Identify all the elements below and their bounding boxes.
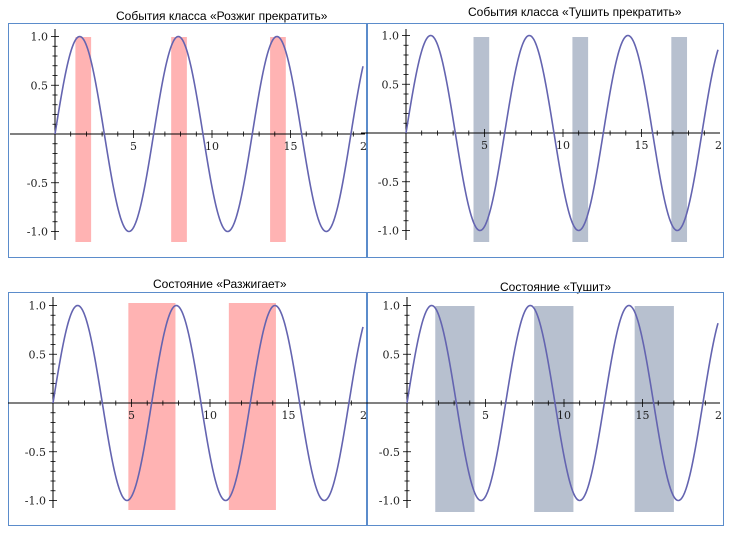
chart-1-y-tick-label: -0.5	[27, 177, 48, 190]
chart-1-y-tick-label: 0.5	[31, 79, 49, 92]
chart-3-x-tick-label: 10	[203, 409, 217, 422]
chart-3-band-1	[128, 303, 175, 510]
chart-2-x-tick-label: 15	[635, 139, 649, 152]
chart-2-y-tick-label: 1.0	[382, 30, 400, 43]
chart-3-y-tick-label: -1.0	[25, 495, 46, 508]
chart-4-y-tick-label: 1.0	[383, 300, 401, 313]
chart-1-x-tick-label: 2	[360, 140, 367, 153]
chart-3-x-tick-label: 15	[282, 409, 296, 422]
chart-4-y-tick-label: -1.0	[379, 495, 400, 508]
chart-1-x-tick-label: 10	[205, 140, 219, 153]
chart-2-y-tick-label: -0.5	[378, 176, 399, 189]
chart-2-y-tick-label: -1.0	[378, 225, 399, 238]
chart-2-band-3	[671, 37, 687, 242]
chart-3-x-tick-label: 5	[128, 409, 135, 422]
chart-1-band-1	[75, 37, 91, 242]
chart-4-x-tick-label: 2	[715, 409, 722, 422]
chart-1-band-2	[171, 37, 187, 242]
chart-3-y-tick-label: 1.0	[29, 300, 47, 313]
chart-4-y-tick-label: 0.5	[383, 348, 401, 361]
chart-3-y-tick-label: -0.5	[25, 446, 46, 459]
chart-2-x-tick-label: 2	[715, 139, 722, 152]
chart-3-x-tick-label: 2	[360, 409, 367, 422]
chart-3-y-tick-label: 0.5	[29, 348, 47, 361]
chart-2-band-2	[572, 37, 588, 242]
chart-4-x-tick-label: 15	[636, 409, 650, 422]
chart-1-y-tick-label: 1.0	[31, 31, 49, 44]
chart-2-y-tick-label: 0.5	[382, 78, 400, 91]
chart-4-x-tick-label: 10	[557, 409, 571, 422]
chart-4-x-tick-label: 5	[482, 409, 489, 422]
chart-4-y-tick-label: -0.5	[379, 446, 400, 459]
chart-4-band-1	[435, 306, 474, 512]
chart-1-x-tick-label: 15	[284, 140, 298, 153]
chart-2-x-tick-label: 5	[481, 139, 488, 152]
chart-2-x-tick-label: 10	[556, 139, 570, 152]
chart-1-x-tick-label: 5	[130, 140, 137, 153]
chart-1-y-tick-label: -1.0	[27, 226, 48, 239]
